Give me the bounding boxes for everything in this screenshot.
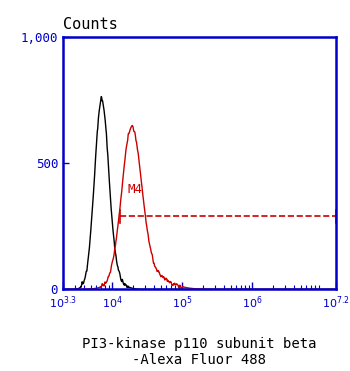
Text: Counts: Counts xyxy=(63,17,118,32)
Text: M4: M4 xyxy=(127,183,142,196)
Text: PI3-kinase p110 subunit beta
-Alexa Fluor 488: PI3-kinase p110 subunit beta -Alexa Fluo… xyxy=(82,337,317,367)
